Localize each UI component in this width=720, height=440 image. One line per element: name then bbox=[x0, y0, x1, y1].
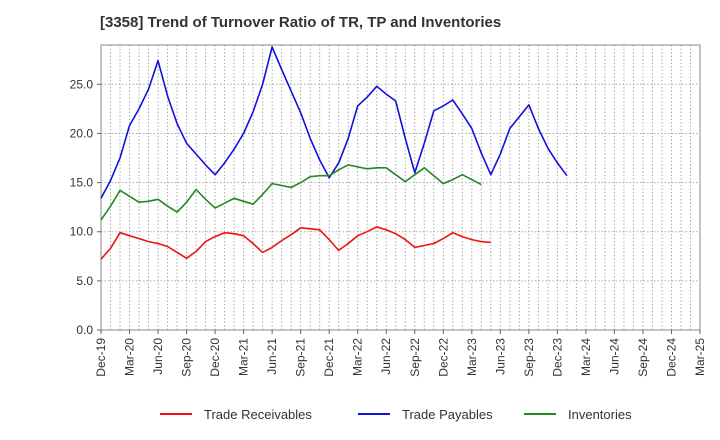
x-tick-label: Jun-24 bbox=[607, 338, 621, 375]
x-tick-label: Dec-20 bbox=[208, 338, 222, 377]
x-tick-label: Dec-19 bbox=[94, 338, 108, 377]
legend-label: Trade Receivables bbox=[204, 407, 312, 422]
x-tick-label: Dec-23 bbox=[550, 338, 564, 377]
x-tick-label: Mar-25 bbox=[693, 338, 707, 376]
x-tick-label: Jun-22 bbox=[379, 338, 393, 375]
x-tick-label: Jun-23 bbox=[493, 338, 507, 375]
x-tick-label: Sep-23 bbox=[522, 338, 536, 377]
y-tick-label: 15.0 bbox=[70, 176, 94, 190]
y-axis-ticks: 0.0 5.0 10.0 15.0 20.0 25.0 bbox=[70, 77, 101, 337]
x-tick-label: Mar-21 bbox=[237, 338, 251, 376]
plot-area-frame bbox=[100, 44, 701, 331]
x-tick-label: Mar-23 bbox=[465, 338, 479, 376]
x-axis-ticks: Dec-19 Mar-20 Jun-20 Sep-20 Dec-20 Mar-21 Jun-… bbox=[94, 330, 707, 377]
chart-title: [3358] Trend of Turnover Ratio of TR, TP… bbox=[100, 14, 502, 31]
x-tick-label: Jun-21 bbox=[265, 338, 279, 375]
series-line-trade-payables bbox=[100, 46, 568, 199]
y-tick-label: 25.0 bbox=[70, 77, 94, 91]
x-tick-label: Sep-20 bbox=[180, 338, 194, 377]
x-tick-label: Mar-24 bbox=[579, 338, 593, 376]
y-tick-label: 10.0 bbox=[70, 225, 94, 239]
x-tick-label: Dec-24 bbox=[664, 338, 678, 377]
series-line-trade-receivables bbox=[100, 226, 491, 260]
legend: Trade Receivables Trade Payables Inventori… bbox=[160, 407, 632, 422]
x-tick-label: Jun-20 bbox=[151, 338, 165, 375]
x-tick-label: Mar-22 bbox=[351, 338, 365, 376]
y-tick-label: 5.0 bbox=[76, 274, 93, 288]
x-tick-label: Dec-21 bbox=[322, 338, 336, 377]
series-lines bbox=[100, 46, 568, 260]
gridlines bbox=[101, 45, 700, 331]
x-tick-label: Sep-21 bbox=[294, 338, 308, 377]
legend-label: Inventories bbox=[568, 407, 632, 422]
y-tick-label: 20.0 bbox=[70, 126, 94, 140]
legend-label: Trade Payables bbox=[402, 407, 493, 422]
x-tick-label: Sep-24 bbox=[636, 338, 650, 377]
series-line-inventories bbox=[100, 164, 482, 221]
x-tick-label: Sep-22 bbox=[408, 338, 422, 377]
y-tick-label: 0.0 bbox=[76, 323, 93, 337]
x-tick-label: Mar-20 bbox=[123, 338, 137, 376]
x-tick-label: Dec-22 bbox=[436, 338, 450, 377]
